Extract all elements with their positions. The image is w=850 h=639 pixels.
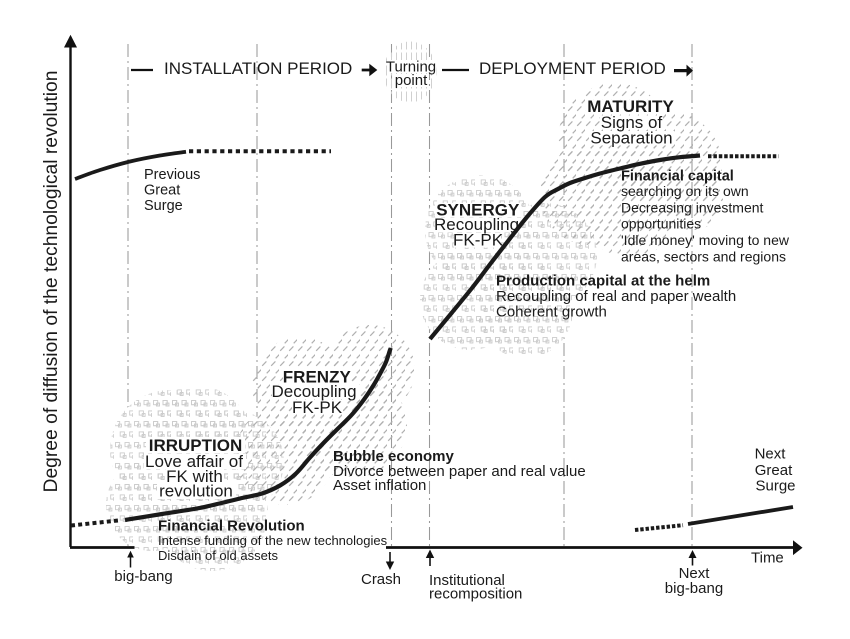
svg-text:Degree of diffusion of the tec: Degree of diffusion of the technological… [41, 71, 62, 493]
svg-text:Asset inflation: Asset inflation [333, 477, 426, 494]
svg-text:big-bang: big-bang [114, 568, 172, 585]
svg-text:'Idle money' moving to new: 'Idle money' moving to new [621, 232, 790, 248]
svg-text:FRENZY: FRENZY [283, 368, 352, 387]
svg-text:INSTALLATION PERIOD: INSTALLATION PERIOD [164, 59, 352, 78]
svg-text:areas, sectors and regions: areas, sectors and regions [621, 249, 786, 265]
svg-text:FK with: FK with [166, 467, 223, 486]
svg-text:big-bang: big-bang [665, 580, 723, 597]
svg-text:Decoupling: Decoupling [271, 382, 356, 401]
svg-text:Great: Great [144, 183, 180, 199]
svg-text:Bubble economy: Bubble economy [333, 448, 455, 465]
svg-text:Divorce between paper and real: Divorce between paper and real value [333, 463, 586, 480]
svg-text:Next: Next [679, 565, 711, 582]
svg-text:Surge: Surge [144, 198, 183, 214]
svg-text:recomposition: recomposition [429, 586, 522, 603]
svg-text:point: point [395, 72, 428, 89]
svg-text:DEPLOYMENT PERIOD: DEPLOYMENT PERIOD [479, 59, 666, 78]
svg-text:SYNERGY: SYNERGY [436, 201, 520, 220]
svg-text:Separation: Separation [590, 128, 672, 147]
svg-text:Previous: Previous [144, 167, 200, 183]
svg-text:Next: Next [755, 446, 787, 463]
svg-text:opportunities: opportunities [621, 216, 701, 232]
svg-text:Decreasing investment: Decreasing investment [621, 200, 764, 216]
svg-text:FK-PK: FK-PK [453, 231, 504, 250]
svg-text:Recoupling: Recoupling [434, 215, 519, 234]
svg-text:IRRUPTION: IRRUPTION [149, 436, 243, 455]
svg-text:searching on its own: searching on its own [621, 183, 749, 199]
svg-text:Crash: Crash [361, 571, 401, 588]
svg-text:Time: Time [751, 550, 784, 567]
svg-text:Intense funding of the new tec: Intense funding of the new technologies [158, 533, 388, 548]
svg-text:MATURITY: MATURITY [587, 97, 674, 116]
svg-text:Turning: Turning [386, 58, 436, 75]
svg-text:Financial Revolution: Financial Revolution [158, 518, 305, 535]
svg-text:Institutional: Institutional [429, 572, 505, 589]
svg-text:Disdain of old assets: Disdain of old assets [158, 548, 278, 563]
svg-text:Signs of: Signs of [601, 113, 663, 132]
svg-text:revolution: revolution [159, 482, 233, 501]
svg-text:Production capital at the helm: Production capital at the helm [496, 273, 710, 290]
svg-text:Surge: Surge [755, 478, 795, 495]
svg-text:Love affair of: Love affair of [145, 452, 243, 471]
svg-text:FK-PK: FK-PK [292, 398, 343, 417]
svg-text:Financial capital: Financial capital [621, 169, 734, 185]
svg-text:Recoupling of real and paper w: Recoupling of real and paper wealth [496, 288, 736, 305]
svg-text:Great: Great [755, 462, 793, 479]
svg-text:Coherent growth: Coherent growth [496, 304, 607, 321]
